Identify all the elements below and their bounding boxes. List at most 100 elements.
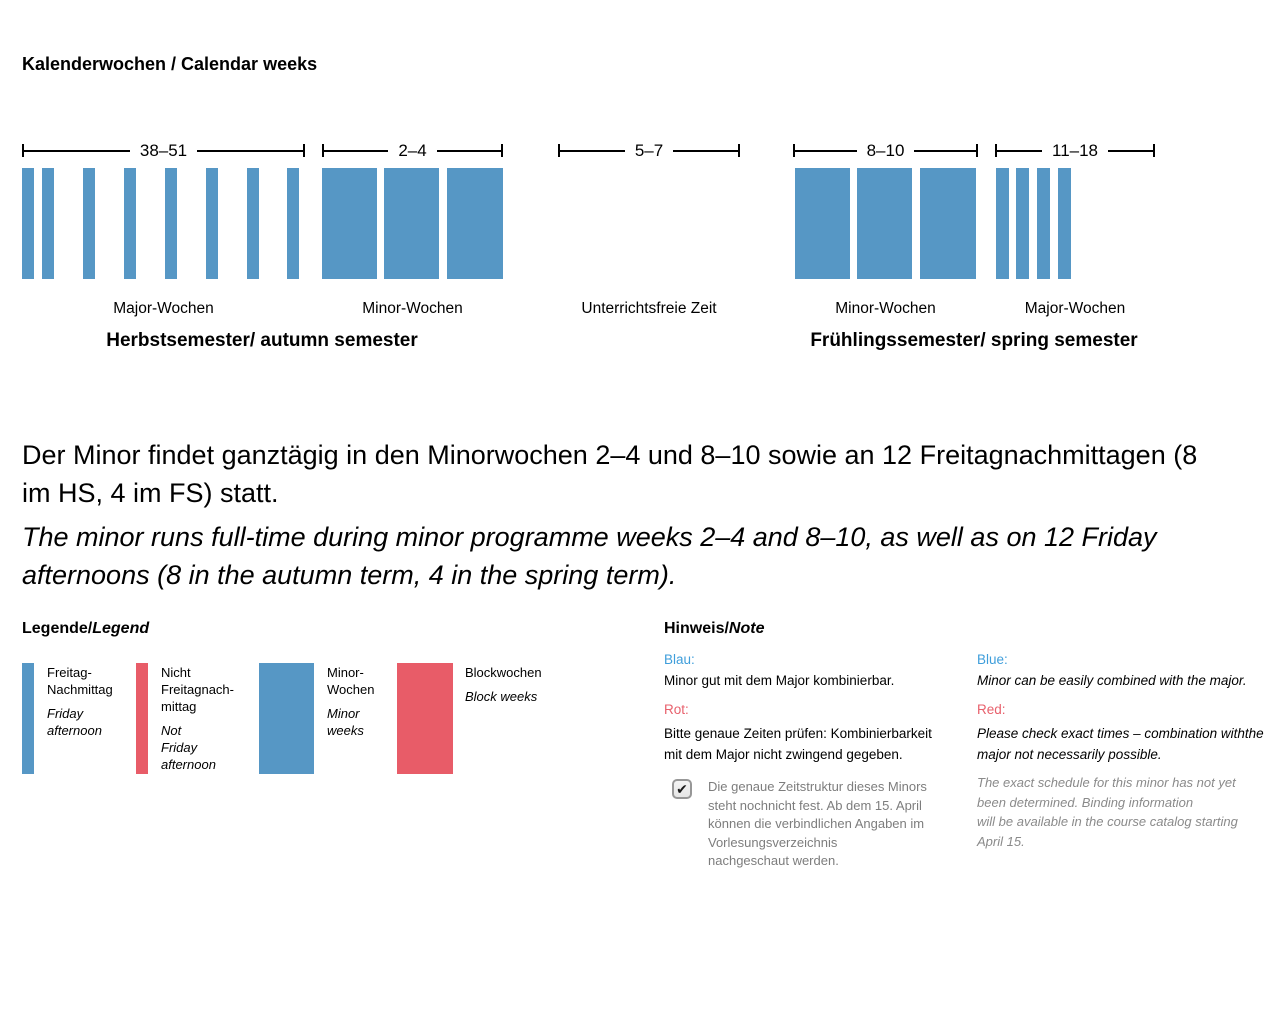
legend-title: Legende/Legend (22, 620, 149, 638)
description-paragraph-en: The minor runs full-time during minor pr… (22, 522, 1157, 590)
week-range-bracket: 38–51 (22, 141, 305, 160)
bracket-line (673, 149, 738, 152)
page-title: Kalenderwochen / Calendar weeks (22, 54, 318, 74)
week-bars (793, 168, 978, 279)
week-bar (287, 168, 299, 279)
week-bar (1058, 168, 1071, 279)
legend-item-minor-weeks: Minor- Wochen Minor weeks (327, 664, 415, 739)
week-bar (206, 168, 218, 279)
bracket-tick (558, 144, 560, 157)
week-range-label: 11–18 (1052, 141, 1099, 160)
schedule-checkbox-row: ✔ Die genaue Zeitstruktur dieses Minors … (664, 778, 960, 871)
bracket-line (324, 149, 389, 152)
note-blue-text-en: Minor can be easily combined with the ma… (977, 673, 1247, 688)
week-group-11–18: 11–18 Major-Wochen (995, 141, 1156, 464)
note-column-english: Blue: Minor can be easily combined with … (977, 652, 1279, 851)
legend-item-block-weeks: Blockwochen Block weeks (465, 664, 595, 705)
week-range-label: 38–51 (139, 141, 188, 160)
note-red-label-de: Rot: (664, 702, 689, 717)
week-group-38–51: 38–51 Major-Wochen (22, 141, 305, 464)
week-bar (42, 168, 54, 279)
description-paragraph-de: Der Minor findet ganztägig in den Minorw… (22, 440, 1198, 508)
bracket-tick (322, 144, 324, 157)
legend-label-de: Freitag- Nachmittag (47, 665, 113, 697)
bracket-tick (738, 144, 740, 157)
week-range-bracket: 2–4 (322, 141, 503, 160)
schedule-checkbox-text-de: Die genaue Zeitstruktur dieses Minors st… (708, 779, 927, 868)
legend-title-en: Legend (92, 620, 150, 637)
bracket-line (795, 149, 857, 152)
week-bar (1037, 168, 1050, 279)
bracket-tick (1153, 144, 1156, 157)
week-range-bracket: 5–7 (558, 141, 740, 160)
week-range-bracket: 8–10 (793, 141, 979, 160)
legend-item-not-friday-afternoon: Nicht Freitagnach- mittag Not Friday aft… (161, 664, 256, 773)
note-red-text-de: Bitte genaue Zeiten prüfen: Kombinierbar… (664, 726, 932, 762)
bracket-line (1108, 149, 1154, 152)
autumn-semester-label: Herbstsemester/ autumn semester (106, 330, 418, 351)
week-bar (22, 168, 34, 279)
week-bar (1016, 168, 1029, 279)
week-bar (83, 168, 95, 279)
bracket-tick (501, 144, 503, 157)
week-bar (165, 168, 177, 279)
legend-swatch-minor-weeks (259, 663, 314, 774)
legend-label-de: Nicht Freitagnach- mittag (161, 665, 234, 714)
note-title: Hinweis/Note (664, 620, 764, 638)
note-red-label-en: Red: (977, 702, 1006, 717)
note-red-text-en: Please check exact times – combination w… (977, 726, 1264, 762)
note-column-german: Blau: Minor gut mit dem Major kombinierb… (664, 652, 960, 871)
bracket-line (24, 149, 130, 152)
bracket-line (997, 149, 1042, 152)
week-bar (857, 168, 912, 279)
week-type-label: Minor-Wochen (835, 300, 936, 317)
week-group-8–10: 8–10 Minor-Wochen (793, 141, 979, 464)
week-range-label: 2–4 (398, 141, 427, 160)
legend-item-friday-afternoon: Freitag- Nachmittag Friday afternoon (47, 664, 135, 739)
note-blue-label-de: Blau: (664, 652, 695, 667)
legend-label-en: Block weeks (465, 689, 538, 704)
week-type-label: Major-Wochen (1024, 300, 1126, 317)
spring-semester-label: Frühlingssemester/ spring semester (810, 330, 1138, 351)
week-group-2–4: 2–4 Minor-Wochen (322, 141, 503, 464)
schedule-not-fixed-checkbox[interactable]: ✔ (672, 779, 692, 799)
calendar-diagram: 38–51 Major-Wochen 2–4 Minor-Wochen 5–7 Unter… (0, 0, 1280, 380)
week-type-label: Minor-Wochen (362, 300, 463, 317)
bracket-line (914, 149, 977, 152)
legend-swatch-friday-afternoon (22, 663, 34, 774)
week-bar (795, 168, 850, 279)
bracket-line (560, 149, 625, 152)
bracket-line (197, 149, 303, 152)
bracket-tick (995, 144, 997, 157)
bracket-line (436, 149, 501, 152)
legend-title-de: Legende/ (22, 620, 93, 637)
week-bar (447, 168, 503, 279)
legend-label-en: Not Friday afternoon (161, 723, 216, 772)
bracket-tick (793, 144, 795, 157)
bracket-tick (22, 144, 24, 157)
week-bars (22, 168, 305, 279)
bracket-tick (303, 144, 305, 157)
legend-label-en: Minor weeks (327, 706, 364, 738)
week-bars (322, 168, 503, 279)
week-bars (558, 168, 740, 279)
week-range-label: 5–7 (634, 141, 664, 160)
bracket-tick (976, 144, 979, 157)
week-type-label: Major-Wochen (113, 300, 214, 317)
week-bar (384, 168, 439, 279)
legend-swatch-block-weeks (397, 663, 453, 774)
week-bar (996, 168, 1009, 279)
note-title-en: Note (728, 620, 765, 637)
legend-label-en: Friday afternoon (47, 706, 102, 738)
note-blue-label-en: Blue: (977, 652, 1008, 667)
checkmark-icon: ✔ (676, 781, 688, 797)
week-bar (124, 168, 136, 279)
week-range-bracket: 11–18 (995, 141, 1156, 160)
week-bars (995, 168, 1155, 279)
week-range-label: 8–10 (866, 141, 905, 160)
week-group-5–7: 5–7 Unterrichtsfreie Zeit (558, 141, 740, 464)
week-bar (247, 168, 259, 279)
legend-label-de: Blockwochen (465, 665, 542, 680)
legend-label-de: Minor- Wochen (327, 665, 375, 697)
note-blue-text-de: Minor gut mit dem Major kombinierbar. (664, 673, 895, 688)
